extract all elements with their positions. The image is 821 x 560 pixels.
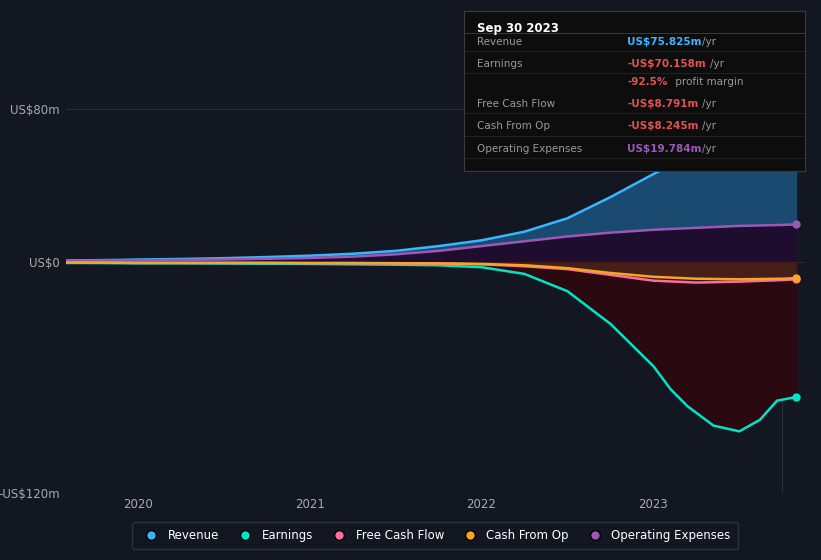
Text: /yr: /yr — [702, 144, 717, 153]
Legend: Revenue, Earnings, Free Cash Flow, Cash From Op, Operating Expenses: Revenue, Earnings, Free Cash Flow, Cash … — [132, 522, 738, 549]
Text: US$19.784m: US$19.784m — [627, 144, 702, 153]
Text: Revenue: Revenue — [478, 37, 523, 46]
Text: profit margin: profit margin — [672, 77, 744, 87]
Text: Cash From Op: Cash From Op — [478, 122, 551, 132]
Text: -92.5%: -92.5% — [627, 77, 667, 87]
Text: /yr: /yr — [702, 37, 717, 46]
Text: Sep 30 2023: Sep 30 2023 — [478, 22, 559, 35]
Text: -US$8.245m: -US$8.245m — [627, 122, 699, 132]
Text: -US$70.158m: -US$70.158m — [627, 59, 706, 69]
Text: /yr: /yr — [710, 59, 724, 69]
Text: /yr: /yr — [702, 99, 717, 109]
Text: Operating Expenses: Operating Expenses — [478, 144, 583, 153]
Text: -US$8.791m: -US$8.791m — [627, 99, 699, 109]
Text: Free Cash Flow: Free Cash Flow — [478, 99, 556, 109]
Text: Earnings: Earnings — [478, 59, 523, 69]
Text: US$75.825m: US$75.825m — [627, 37, 702, 46]
Text: /yr: /yr — [702, 122, 717, 132]
